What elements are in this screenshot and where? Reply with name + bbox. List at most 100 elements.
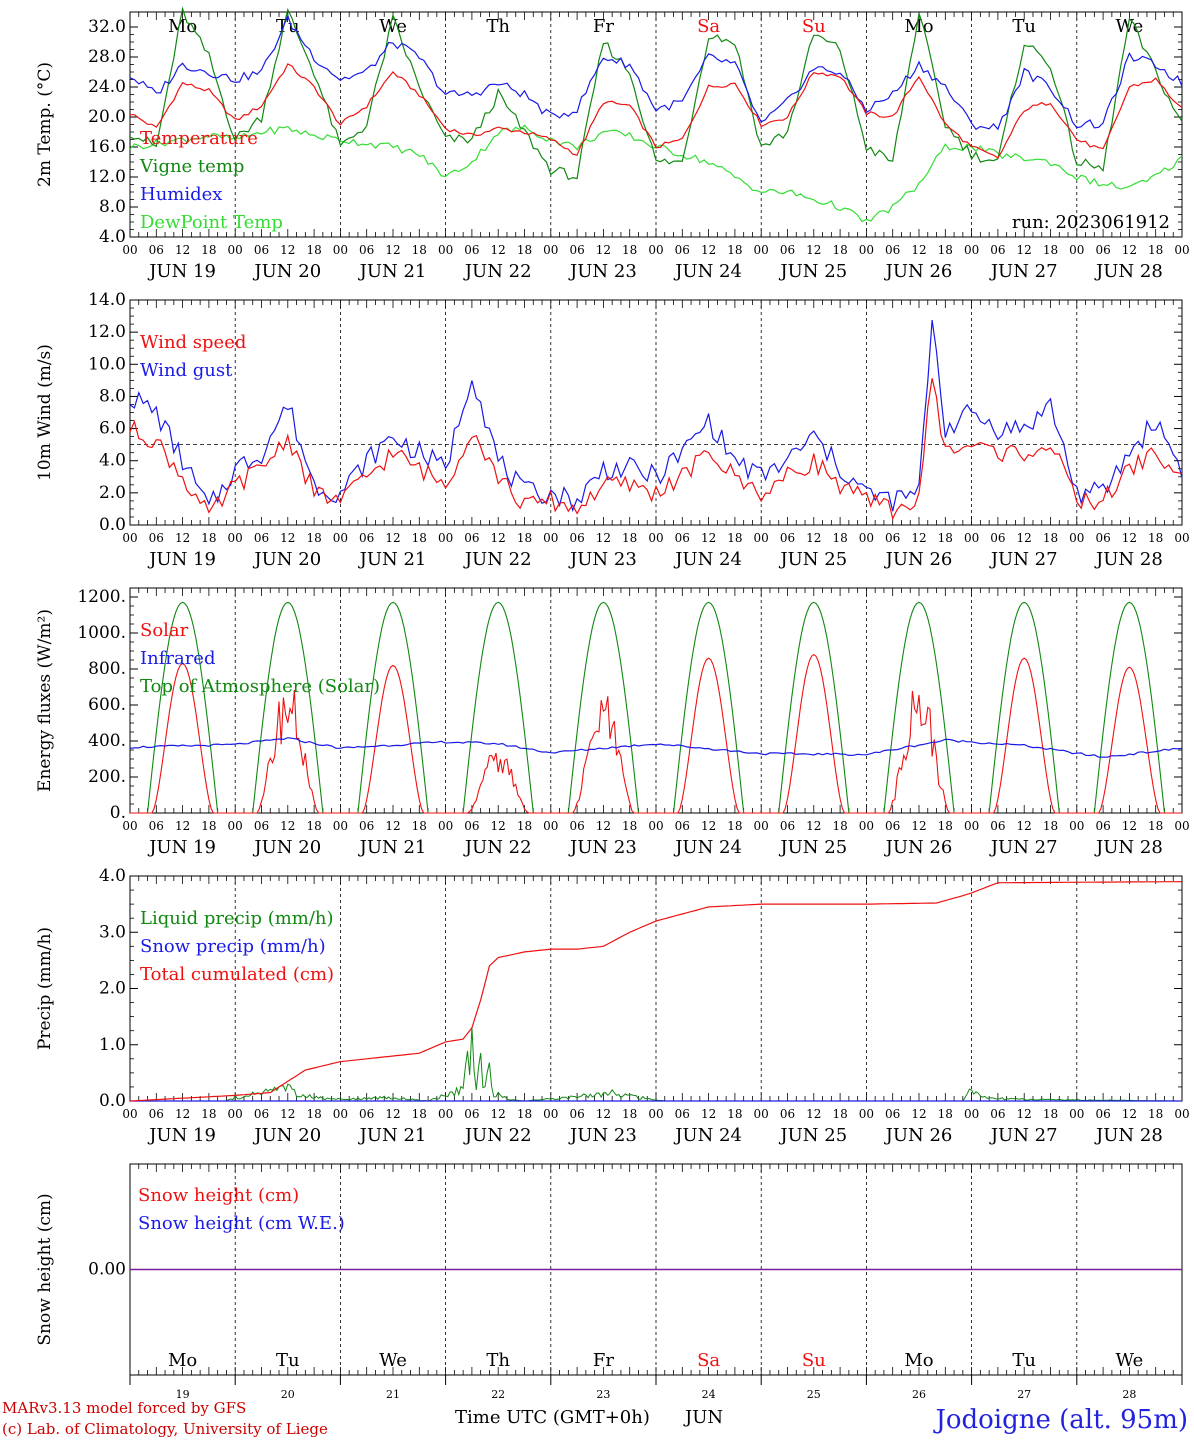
energy-hour-label: 12 <box>1017 819 1032 833</box>
temp-date-label: JUN 24 <box>673 261 742 282</box>
energy-hour-label: 12 <box>1122 819 1137 833</box>
snow-weekday-label: We <box>379 1350 407 1371</box>
energy-ytick-label: 800. <box>88 659 126 679</box>
energy-hour-label: 06 <box>675 819 690 833</box>
temp-hour-label: 18 <box>412 243 427 257</box>
temp-date-label: JUN 20 <box>252 261 321 282</box>
energy-hour-label: 06 <box>359 819 374 833</box>
energy-hour-label: 00 <box>122 819 137 833</box>
temp-weekday-label: Su <box>802 16 826 37</box>
temp-ytick-label: 24.0 <box>88 77 126 97</box>
energy-hour-label: 00 <box>859 819 874 833</box>
energy-ytick-label: 1000. <box>77 623 126 643</box>
precip-hour-label: 00 <box>228 1107 243 1121</box>
precip-date-label: JUN 22 <box>463 1125 532 1146</box>
wind-hour-label: 00 <box>964 531 979 545</box>
precip-hour-label: 00 <box>438 1107 453 1121</box>
precip-ylabel: Precip (mm/h) <box>35 927 55 1050</box>
precip-hour-label: 18 <box>517 1107 532 1121</box>
snow-weekday-label: Tu <box>1012 1350 1036 1371</box>
snow-weekday-label: Th <box>486 1350 510 1371</box>
legend-entry: Top of Atmosphere (Solar) <box>140 676 380 697</box>
wind-hour-label: 00 <box>438 531 453 545</box>
wind-hour-label: 06 <box>675 531 690 545</box>
energy-panel: 0. 200. 400. 600. 800. 1000. 1200. Energy fluxe… <box>35 587 1190 858</box>
energy-hour-label: 12 <box>280 819 295 833</box>
day-number-label: 24 <box>702 1388 716 1401</box>
energy-hour-label: 06 <box>149 819 164 833</box>
precip-date-label: JUN 21 <box>358 1125 427 1146</box>
precip-hour-label: 06 <box>464 1107 479 1121</box>
precip-hour-label: 18 <box>622 1107 637 1121</box>
energy-ylabel: Energy fluxes (W/m²) <box>35 609 55 792</box>
wind-hour-label: 18 <box>938 531 953 545</box>
temp-date-label: JUN 21 <box>358 261 427 282</box>
temp-weekday-label: Tu <box>276 16 300 37</box>
legend-entry: Total cumulated (cm) <box>140 964 334 985</box>
temp-hour-label: 00 <box>648 243 663 257</box>
snow-weekday-label: Mo <box>904 1350 933 1371</box>
temp-hour-label: 00 <box>754 243 769 257</box>
temp-date-label: JUN 19 <box>147 261 216 282</box>
temp-hour-label: 06 <box>1095 243 1110 257</box>
wind-hour-label: 18 <box>832 531 847 545</box>
wind-date-label: JUN 20 <box>252 549 321 570</box>
energy-hour-label: 12 <box>911 819 926 833</box>
precip-ytick-label: 2.0 <box>99 979 126 999</box>
temp-series-blue <box>129 13 1183 131</box>
energy-hour-label: 06 <box>990 819 1005 833</box>
temp-ytick-label: 16.0 <box>88 137 126 157</box>
wind-ylabel: 10m Wind (m/s) <box>35 344 55 481</box>
run-label: run: 2023061912 <box>1012 212 1170 233</box>
snow-weekday-label: Fr <box>593 1350 614 1371</box>
energy-ytick-label: 1200. <box>77 587 126 607</box>
legend-entry: DewPoint Temp <box>140 212 283 233</box>
energy-hour-label: 12 <box>491 819 506 833</box>
precip-date-label: JUN 23 <box>568 1125 637 1146</box>
energy-hour-label: 00 <box>1174 819 1189 833</box>
temp-hour-label: 06 <box>254 243 269 257</box>
energy-ytick-label: 200. <box>88 767 126 787</box>
temp-ytick-label: 4.0 <box>99 227 126 247</box>
precip-hour-label: 06 <box>359 1107 374 1121</box>
precip-hour-label: 06 <box>675 1107 690 1121</box>
temp-hour-label: 00 <box>543 243 558 257</box>
energy-hour-label: 12 <box>701 819 716 833</box>
temp-hour-label: 12 <box>1017 243 1032 257</box>
snow-weekday-label: We <box>1116 1350 1144 1371</box>
day-number-label: 23 <box>596 1388 610 1401</box>
temp-hour-label: 12 <box>701 243 716 257</box>
energy-date-label: JUN 20 <box>252 837 321 858</box>
energy-date-label: JUN 19 <box>147 837 216 858</box>
precip-hour-label: 00 <box>754 1107 769 1121</box>
energy-hour-label: 12 <box>806 819 821 833</box>
wind-speed-line <box>129 378 1183 521</box>
precip-hour-label: 12 <box>175 1107 190 1121</box>
temp-date-label: JUN 25 <box>778 261 847 282</box>
temp-hour-label: 12 <box>596 243 611 257</box>
snow-panel: 0.00 Snow height (cm) Snow height (cm) Snow… <box>35 1163 1183 1401</box>
wind-hour-label: 18 <box>727 531 742 545</box>
temp-weekday-label: Sa <box>697 16 720 37</box>
precip-hour-label: 12 <box>911 1107 926 1121</box>
temp-hour-label: 18 <box>306 243 321 257</box>
wind-gust-line <box>129 320 1183 513</box>
energy-hour-label: 00 <box>1069 819 1084 833</box>
temp-panel: 4.0 8.0 12.0 16.0 20.0 24.0 28.0 32.0 2m Temp. (… <box>35 6 1190 282</box>
temp-hour-label: 18 <box>622 243 637 257</box>
wind-hour-label: 18 <box>517 531 532 545</box>
snow-weekday-label: Sa <box>697 1350 720 1371</box>
precip-panel: 0.0 1.0 2.0 3.0 4.0 Precip (mm/h) 00 06 12 18 00 06… <box>35 866 1190 1146</box>
energy-ytick-label: 600. <box>88 695 126 715</box>
footer-lab: (c) Lab. of Climatology, University of L… <box>2 1420 328 1438</box>
precip-ytick-label: 1.0 <box>99 1035 126 1055</box>
wind-hour-label: 12 <box>175 531 190 545</box>
wind-hour-label: 06 <box>569 531 584 545</box>
temp-hour-label: 18 <box>517 243 532 257</box>
wind-hour-label: 18 <box>201 531 216 545</box>
precip-hour-label: 06 <box>885 1107 900 1121</box>
temp-hour-label: 12 <box>911 243 926 257</box>
temp-hour-label: 06 <box>359 243 374 257</box>
energy-hour-label: 18 <box>1043 819 1058 833</box>
temp-hour-label: 12 <box>806 243 821 257</box>
